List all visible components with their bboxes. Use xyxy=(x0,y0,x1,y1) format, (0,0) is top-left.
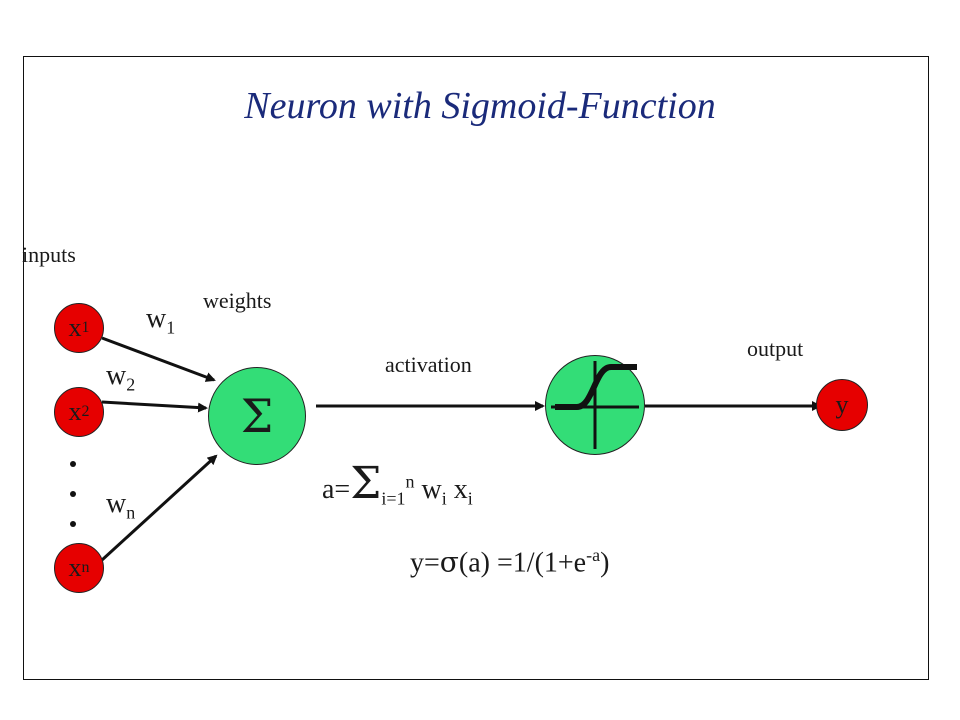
sigma-sum-symbol: Σ xyxy=(240,389,274,443)
summation-node: Σ xyxy=(208,367,306,465)
inputs-label: inputs xyxy=(22,242,76,267)
edge-xn-sum xyxy=(100,454,218,562)
formula-lhs: a= xyxy=(322,474,351,505)
output-label: output xyxy=(747,336,804,361)
weight-label: w xyxy=(106,488,127,519)
ellipsis-dot xyxy=(70,521,76,527)
formula-sum-symbol: Σ xyxy=(350,458,382,509)
input-node-subscript: 1 xyxy=(81,319,90,336)
weight-label: w xyxy=(106,360,127,391)
formula-argument: (a) xyxy=(458,547,490,579)
activation-formula: a=Σi=1n wi xi xyxy=(322,458,473,510)
slide-frame xyxy=(23,56,929,680)
weight-subscript: 2 xyxy=(126,374,136,395)
ellipsis-dot xyxy=(70,461,76,467)
formula-sum-upper: n xyxy=(405,471,415,492)
input-node-label: x xyxy=(68,553,82,582)
input-node-label: x xyxy=(68,313,82,342)
weights-label: weights xyxy=(203,288,272,313)
edge-x1-sum xyxy=(101,336,216,382)
weight-wn: wn xyxy=(106,488,135,524)
sigmoid-curve-icon xyxy=(550,360,639,449)
sigmoid-formula: y=σ(a) =1/(1+e-a) xyxy=(410,545,609,579)
formula-lhs: y= xyxy=(410,547,440,579)
formula-sum-lower: i=1 xyxy=(381,488,406,509)
formula-weight-index: i xyxy=(441,488,447,509)
sigmoid-node xyxy=(545,355,645,455)
input-node-subscript: n xyxy=(81,559,90,576)
ellipsis-dot xyxy=(70,491,76,497)
input-node-label: x xyxy=(68,397,82,426)
formula-input: x xyxy=(453,474,468,505)
weight-label: w xyxy=(146,303,167,334)
weight-subscript: 1 xyxy=(166,317,176,338)
formula-weight: w xyxy=(421,474,442,505)
weight-w1: w1 xyxy=(146,303,175,339)
formula-sigma: σ xyxy=(439,545,459,579)
formula-close: ) xyxy=(600,547,610,579)
slide-title: Neuron with Sigmoid-Function xyxy=(244,85,716,127)
edge-x2-sum xyxy=(101,400,208,413)
formula-rhs: =1/(1+e xyxy=(490,547,587,579)
formula-input-index: i xyxy=(467,488,473,509)
output-node-y: y xyxy=(816,379,868,431)
activation-label: activation xyxy=(385,352,472,377)
input-node-subscript: 2 xyxy=(81,403,90,420)
output-node-label: y xyxy=(835,390,849,419)
weight-w2: w2 xyxy=(106,360,135,396)
weight-subscript: n xyxy=(126,502,136,523)
formula-exponent: -a xyxy=(586,545,601,565)
